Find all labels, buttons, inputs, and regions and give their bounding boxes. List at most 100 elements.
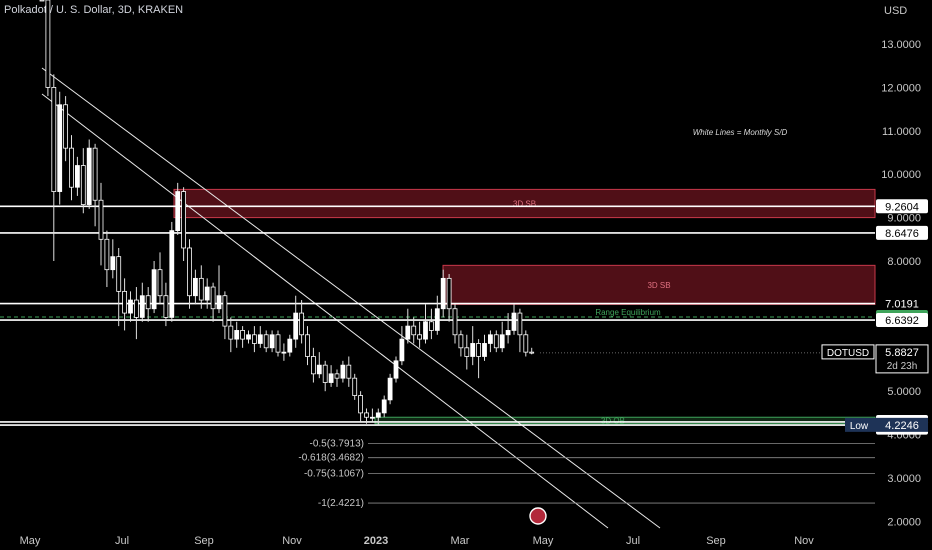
candle-body <box>216 295 222 310</box>
candle-body <box>511 312 517 331</box>
y-tick-label: 8.0000 <box>887 256 921 268</box>
candle-body <box>346 364 352 379</box>
candle-body <box>493 334 499 349</box>
candle-body <box>482 343 487 357</box>
y-tick-label: 11.0000 <box>882 126 921 138</box>
candle-body <box>228 325 234 340</box>
candle-body <box>364 412 369 418</box>
trendline-lower <box>41 93 609 529</box>
candle-body <box>411 325 417 336</box>
price-tag-box <box>876 225 928 240</box>
candle-body <box>75 165 80 188</box>
annotation-text: White Lines = Monthly S/D <box>693 128 788 137</box>
x-tick-label: Mar <box>451 535 470 547</box>
zone-label: 3D OB <box>601 416 625 425</box>
candle-body <box>157 269 163 297</box>
candle-body <box>116 256 122 292</box>
candle-body <box>263 334 269 349</box>
y-tick-label: 3.0000 <box>887 473 921 485</box>
candle-body <box>417 334 423 340</box>
y-tick-label: 9.0000 <box>887 213 921 225</box>
symbol-tag: DOTUSD <box>827 348 869 359</box>
fib-label: -0.5(3.7913) <box>310 439 364 450</box>
candle-body <box>440 277 446 310</box>
candle-body <box>340 364 346 379</box>
candle-body <box>145 295 151 310</box>
candle-body <box>452 308 458 336</box>
candle-body <box>192 277 198 297</box>
candle-body <box>316 364 322 375</box>
candle-body <box>499 334 505 349</box>
x-tick-label: Jul <box>115 535 129 547</box>
candle-body <box>529 351 535 354</box>
candle-body <box>181 191 187 249</box>
candle-body <box>299 312 305 336</box>
candle-body <box>234 330 240 340</box>
candle-body <box>63 104 68 149</box>
x-tick-label: May <box>533 535 554 547</box>
candle-body <box>405 325 411 340</box>
y-tick-label: 5.0000 <box>887 386 921 398</box>
countdown-value: 2d 23h <box>887 361 918 372</box>
candle-body <box>305 334 310 357</box>
y-tick-label: 2.0000 <box>887 516 921 528</box>
low-tag-box <box>845 417 928 432</box>
candle-body <box>169 230 175 318</box>
event-marker-icon <box>529 507 547 525</box>
candle-body <box>464 347 470 357</box>
candle-body <box>517 312 523 336</box>
candle-body <box>423 321 428 340</box>
trendline-upper <box>41 67 661 529</box>
candle-body <box>470 343 476 357</box>
last-price-box <box>875 344 929 374</box>
candle-body <box>246 334 251 340</box>
x-tick-label: Nov <box>282 535 302 547</box>
candle-body <box>275 334 281 353</box>
candle-body <box>98 199 104 240</box>
candle-body <box>428 321 434 331</box>
candle-body <box>310 356 316 375</box>
price-tag-value: 7.0191 <box>885 299 919 311</box>
candle-body <box>139 295 145 318</box>
x-tick-label: Nov <box>794 535 814 547</box>
candle-body <box>240 330 246 340</box>
price-tag-value: 9.2604 <box>885 201 919 213</box>
candle-body <box>104 238 110 271</box>
candle-body <box>45 0 51 88</box>
y-tick-label: 10.0000 <box>881 169 921 181</box>
candle-body <box>151 269 157 310</box>
low-tag-value: 4.2246 <box>885 420 919 432</box>
price-tag-value: 8.6476 <box>885 228 919 240</box>
candle-body <box>446 277 452 310</box>
candle-body <box>328 373 334 383</box>
candle-body <box>198 277 204 301</box>
price-tag-box <box>876 313 928 328</box>
candle-body <box>210 286 216 310</box>
candle-body <box>293 312 299 340</box>
range-equilibrium-label: Range Equilibrium <box>595 308 661 317</box>
x-tick-label: May <box>20 535 41 547</box>
candle-body <box>187 247 192 297</box>
price-tag-box <box>876 296 928 311</box>
price-tag-box <box>876 199 928 214</box>
candle-body <box>222 295 228 327</box>
fib-label: -0.75(3.1067) <box>304 468 364 479</box>
candle-body <box>92 147 98 201</box>
zone-label: 3D SB <box>513 199 536 208</box>
y-tick-label: 12.0000 <box>881 82 921 94</box>
candle-body <box>257 334 263 344</box>
y-tick-label: 13.0000 <box>881 39 921 51</box>
candle-body <box>476 343 482 357</box>
candle-body <box>86 147 92 205</box>
candle-body <box>133 299 139 318</box>
candle-body <box>381 399 387 414</box>
candle-body <box>163 295 169 318</box>
candle-body <box>523 334 529 353</box>
candle-body <box>80 165 86 205</box>
symbol-tag-box <box>821 344 875 360</box>
candle-body <box>434 308 440 331</box>
price-tag-value: 6.6392 <box>885 315 919 327</box>
x-tick-label: Jul <box>626 535 640 547</box>
candle-body <box>175 191 181 232</box>
